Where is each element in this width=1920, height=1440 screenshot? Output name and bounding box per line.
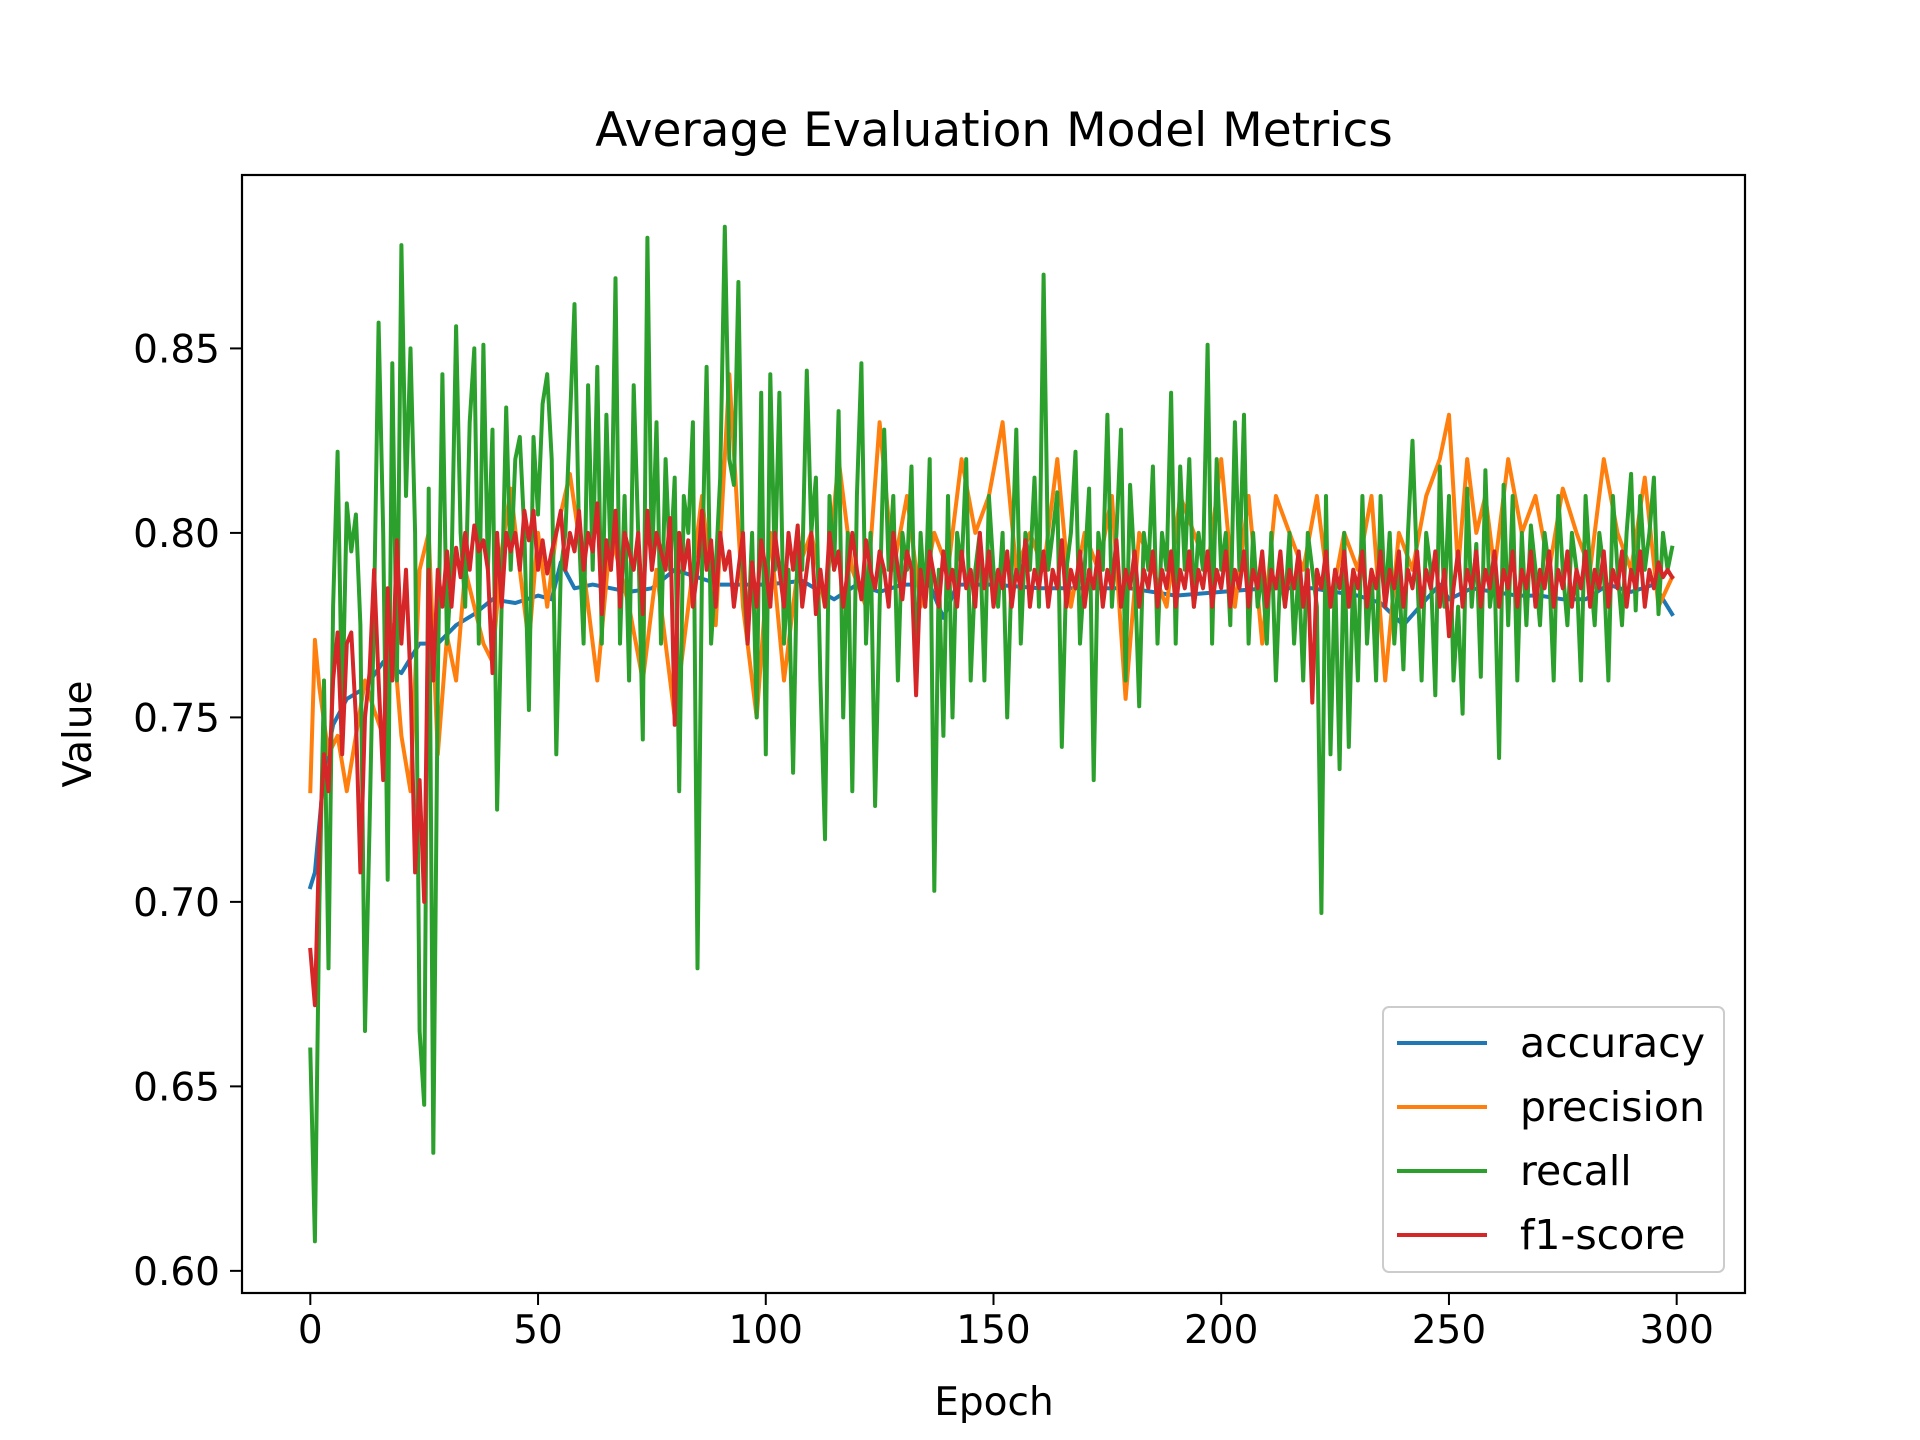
y-tick-label: 0.70 <box>133 881 220 926</box>
y-tick-label: 0.65 <box>133 1065 220 1110</box>
x-axis: 0 50 100 150 200 250 300 <box>298 1293 1714 1353</box>
y-tick-label: 0.85 <box>133 327 220 372</box>
legend-label-accuracy: accuracy <box>1520 1019 1705 1067</box>
series-line-f1-score <box>308 501 1675 1008</box>
legend-label-precision: precision <box>1520 1083 1705 1131</box>
legend-box <box>1382 1006 1725 1273</box>
y-tick-label: 0.80 <box>133 512 220 557</box>
legend-label-recall: recall <box>1520 1147 1632 1195</box>
series-layer <box>307 224 1675 1244</box>
x-tick-label: 250 <box>1412 1308 1486 1353</box>
y-tick-label: 0.75 <box>133 696 220 741</box>
x-tick-label: 200 <box>1184 1308 1258 1353</box>
series-line-precision <box>308 372 1675 794</box>
x-tick-label: 100 <box>729 1308 803 1353</box>
legend-label-f1-score: f1-score <box>1520 1211 1685 1259</box>
x-tick-label: 0 <box>298 1308 323 1353</box>
y-axis-title: Value <box>56 680 101 787</box>
x-tick-label: 50 <box>513 1308 563 1353</box>
x-axis-title: Epoch <box>934 1380 1053 1425</box>
legend: accuracy precision recall f1-score <box>1382 1006 1725 1273</box>
y-axis: 0.60 0.65 0.70 0.75 0.80 0.85 <box>133 327 242 1295</box>
y-tick-label: 0.60 <box>133 1250 220 1295</box>
x-tick-label: 150 <box>956 1308 1030 1353</box>
chart-title: Average Evaluation Model Metrics <box>595 103 1393 158</box>
x-tick-label: 300 <box>1639 1308 1713 1353</box>
